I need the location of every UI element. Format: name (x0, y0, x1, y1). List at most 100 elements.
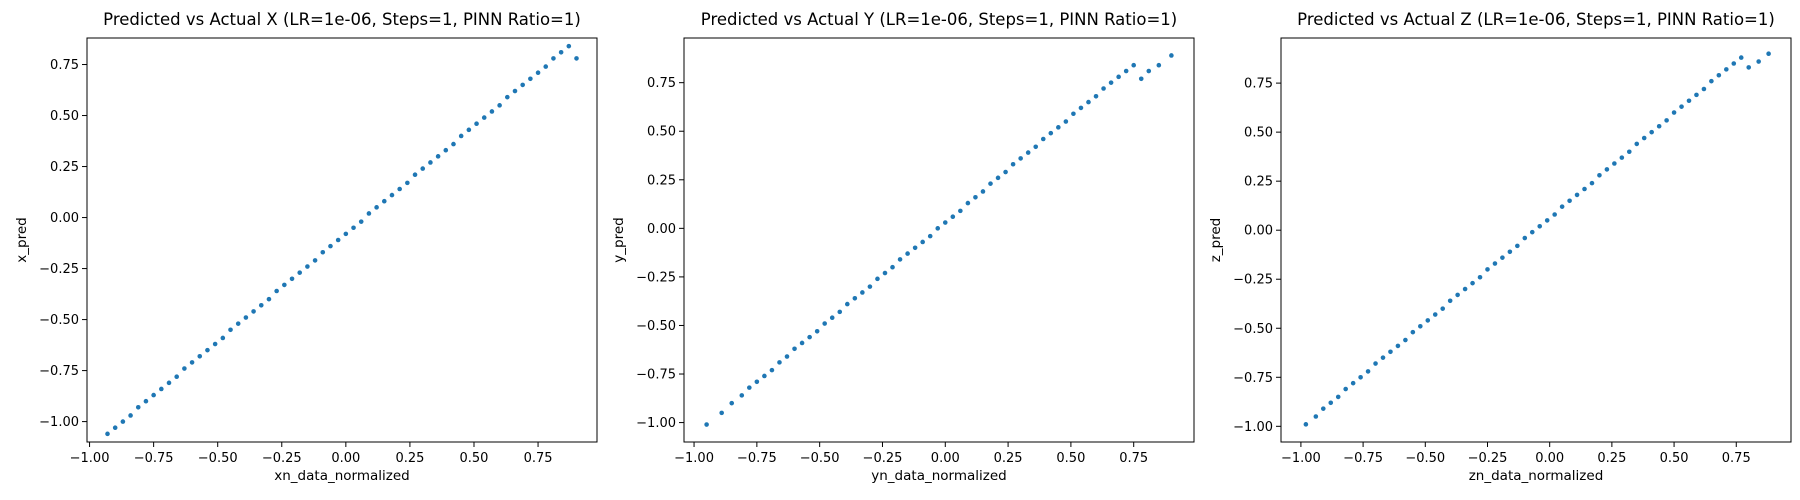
scatter-point (235, 321, 241, 326)
scatter-point (1078, 105, 1084, 111)
scatter-point (1716, 72, 1722, 78)
scatter-point (528, 76, 533, 82)
subplot-x: Predicted vs Actual X (LR=1e-06, Steps=1… (14, 10, 598, 484)
y-tick-label: 0.75 (647, 76, 676, 91)
scatter-point (1619, 155, 1625, 160)
scatter-point (927, 233, 933, 239)
scatter-point (1418, 323, 1423, 329)
scatter-point (1303, 422, 1309, 427)
scatter-point (1641, 135, 1647, 141)
scatter-point (845, 301, 850, 307)
scatter-point (343, 231, 349, 237)
x-tick-label: 0.25 (395, 451, 424, 466)
scatter-point (1320, 406, 1326, 411)
scatter-point (912, 245, 918, 251)
scatter-point (1582, 186, 1587, 192)
scatter-point (1116, 74, 1121, 80)
scatter-point (1358, 374, 1363, 380)
scatter-point (543, 64, 549, 69)
scatter-point (128, 413, 133, 418)
scatter-point (1567, 198, 1572, 204)
scatter-point (220, 335, 226, 341)
scatter-point (266, 296, 272, 302)
y-tick-label: 0.75 (1244, 77, 1273, 92)
scatter-point (1343, 386, 1348, 392)
scatter-point (1063, 119, 1069, 124)
plot-frame (683, 37, 1195, 443)
scatter-point (1701, 86, 1707, 92)
x-tick-label: −1.00 (674, 451, 714, 466)
scatter-point (973, 194, 978, 200)
x-tick-label: 0.00 (931, 451, 960, 466)
scatter-point (574, 56, 579, 61)
scatter-point (1477, 274, 1483, 280)
scatter-point (704, 422, 709, 427)
y-tick-label: −1.00 (636, 416, 676, 431)
chart-title: Predicted vs Actual X (LR=1e-06, Steps=1… (103, 10, 581, 29)
x-tick-label: 0.75 (1722, 451, 1751, 466)
scatter-point (1462, 286, 1468, 292)
scatter-point (1169, 53, 1174, 58)
scatter-point (374, 205, 379, 210)
scatter-point (1025, 150, 1031, 155)
scatter-point (1529, 229, 1535, 235)
x-tick-label: 0.75 (1119, 451, 1148, 466)
scatter-point (397, 186, 402, 192)
scatter-point (920, 239, 925, 245)
y-axis-label: y_pred (611, 217, 627, 262)
scatter-point (1612, 161, 1617, 166)
scatter-point (1470, 280, 1475, 286)
scatter-point (777, 360, 782, 365)
scatter-point (1604, 167, 1610, 172)
scatter-point (135, 405, 141, 410)
scatter-point (458, 133, 464, 139)
subplot-z: Predicted vs Actual Z (LR=1e-06, Steps=1… (1208, 10, 1792, 484)
scatter-point (258, 302, 264, 308)
y-tick-label: 0.50 (50, 109, 79, 124)
scatter-point (950, 214, 956, 219)
scatter-point (807, 334, 812, 340)
x-tick-label: −0.50 (800, 451, 840, 466)
scatter-point (965, 200, 971, 206)
scatter-point (1093, 93, 1099, 99)
x-tick-label: 0.25 (994, 451, 1023, 466)
scatter-point (1746, 65, 1752, 70)
scatter-point (143, 398, 149, 404)
scatter-point (852, 295, 858, 301)
x-tick-label: 0.75 (524, 451, 553, 466)
scatter-point (1738, 55, 1744, 60)
y-tick-label: −0.25 (1233, 273, 1273, 288)
scatter-point (189, 360, 195, 365)
scatter-point (1040, 136, 1046, 142)
scatter-points (1303, 51, 1771, 427)
x-tick-label: 0.00 (331, 451, 360, 466)
scatter-point (174, 374, 179, 380)
scatter-point (1656, 123, 1662, 129)
scatter-point (1686, 98, 1692, 104)
scatter-point (535, 70, 541, 75)
scatter-point (412, 172, 418, 178)
scatter-point (814, 328, 820, 334)
scatter-point (1455, 292, 1460, 298)
y-tick-label: −0.75 (39, 364, 79, 379)
scatter-point (443, 147, 449, 153)
scatter-point (1485, 267, 1490, 272)
chart-title: Predicted vs Actual Z (LR=1e-06, Steps=1… (1297, 10, 1775, 29)
scatter-point (1694, 92, 1699, 98)
scatter-point (1544, 218, 1550, 223)
scatter-point (1432, 312, 1438, 317)
y-axis-label: z_pred (1208, 218, 1224, 263)
scatter-point (205, 347, 210, 353)
x-tick-label: −0.75 (134, 451, 174, 466)
scatter-point (1671, 110, 1677, 115)
scatter-point (1146, 68, 1152, 74)
scatter-point (328, 243, 333, 249)
y-tick-label: −0.25 (636, 270, 676, 285)
scatter-point (784, 354, 790, 359)
scatter-point (1597, 172, 1602, 178)
y-tick-label: 0.50 (1244, 126, 1273, 141)
scatter-point (1709, 78, 1714, 84)
scatter-point (251, 309, 256, 314)
scatter-point (1626, 149, 1632, 155)
scatter-point (942, 220, 948, 225)
